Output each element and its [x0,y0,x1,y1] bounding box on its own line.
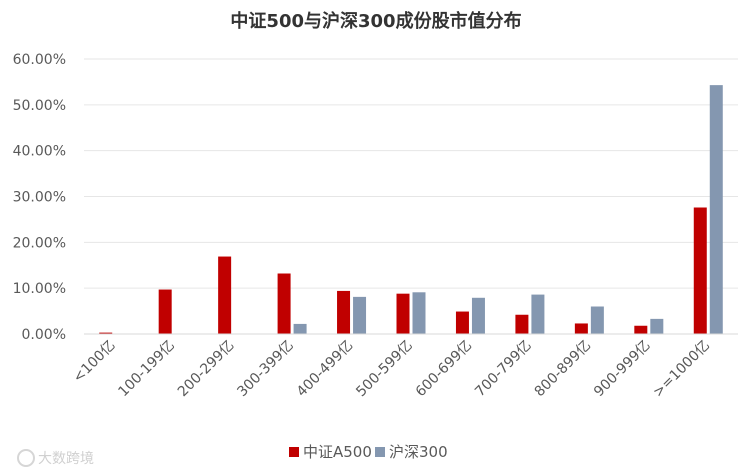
y-tick-label: 0.00% [22,327,66,343]
x-tick-label: 500-599亿 [353,338,416,401]
bar-csi-a500 [693,207,707,334]
bar-csi-300 [650,318,664,334]
legend-swatch [375,447,385,457]
legend-label: 中证A500 [303,443,372,461]
x-tick-label: 200-299亿 [175,338,238,401]
watermark-logo-icon [17,449,35,467]
bar-csi-a500 [515,314,529,334]
bar-csi-a500 [277,273,291,334]
gridlines [84,58,738,289]
x-tick-label: 300-399亿 [234,338,297,401]
legend: 中证A500 沪深300 [289,443,448,461]
x-tick-label: >=1000亿 [650,338,713,401]
bars [99,85,723,334]
y-axis-ticks: 0.00% 10.00% 20.00% 30.00% 40.00% 50.00% 60.00… [13,52,66,343]
watermark: 大数跨境 [17,449,94,467]
y-tick-label: 40.00% [13,144,66,160]
y-tick-label: 60.00% [13,52,66,68]
x-tick-label: 400-499亿 [294,338,357,401]
bar-csi-a500 [574,323,588,334]
bar-csi-300 [353,296,367,334]
bar-csi-a500 [99,332,113,334]
x-tick-label: 600-699亿 [413,338,476,401]
x-tick-label: 800-899亿 [532,338,595,401]
y-tick-label: 10.00% [13,281,66,297]
bar-csi-a500 [158,289,172,334]
y-tick-label: 30.00% [13,190,66,206]
y-tick-label: 20.00% [13,235,66,251]
bar-csi-a500 [337,290,351,334]
bar-csi-300 [709,85,723,334]
y-tick-label: 50.00% [13,98,66,114]
watermark-text: 大数跨境 [38,451,94,467]
bar-csi-300 [590,306,604,334]
legend-swatch [289,447,299,457]
x-axis-ticks: <100亿100-199亿200-299亿300-399亿400-499亿500… [70,338,713,401]
x-tick-label: <100亿 [70,338,118,386]
bar-csi-300 [471,297,485,334]
chart-title: 中证500与沪深300成份股市值分布 [230,10,521,32]
x-tick-label: 900-999亿 [591,338,654,401]
bar-csi-a500 [396,293,410,334]
x-tick-label: 100-199亿 [115,338,178,401]
legend-label: 沪深300 [389,443,448,461]
x-tick-label: 700-799亿 [472,338,535,401]
bar-csi-300 [293,323,307,334]
bar-csi-300 [412,292,426,334]
bar-csi-300 [531,294,545,334]
bar-csi-a500 [634,325,648,334]
bar-csi-a500 [218,256,232,334]
bar-csi-a500 [455,311,469,334]
